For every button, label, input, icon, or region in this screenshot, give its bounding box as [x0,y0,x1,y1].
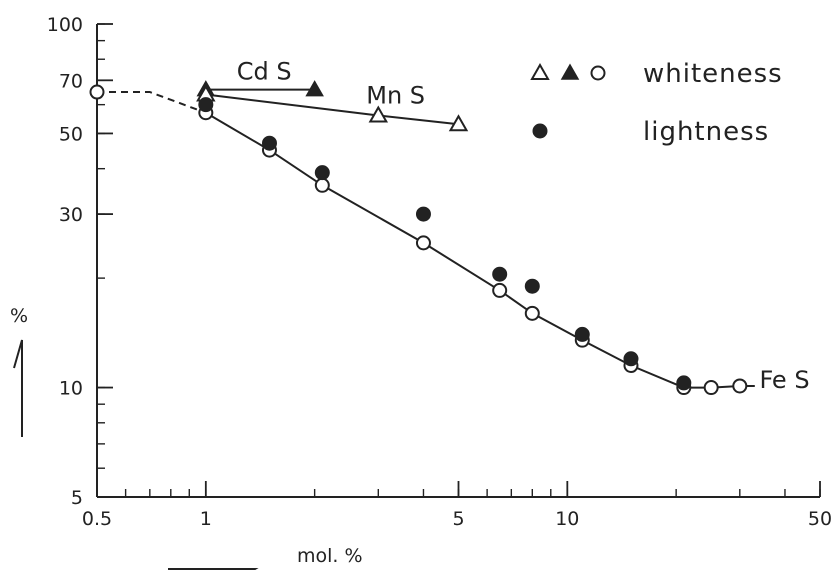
y-axis-arrow-icon [13,339,23,437]
fes-lightness-point [492,266,508,282]
legend-label-whiteness: whiteness [643,59,783,89]
tick-labels: 0.5 1 5 10 50 5 10 30 50 70 100 [47,14,832,530]
fes-whiteness-point [314,177,330,193]
fes-lightness-point [314,165,330,181]
x-axis-label: mol. % [297,545,363,567]
y-tick-label: 100 [47,14,83,36]
x-tick-label: 0.5 [82,508,112,530]
fes-lightness-point [198,97,214,113]
x-tick-label: 5 [452,508,464,530]
y-tick-label: 10 [59,378,83,400]
legend-marker-open-triangle [530,62,550,80]
series-line-fes-dashed [97,91,207,114]
fes-whiteness-point [415,235,431,251]
y-tick-label: 5 [71,487,83,509]
series-label-fes: Fe S [759,366,809,394]
x-tick-label: 50 [808,508,832,530]
series-label-mns: Mn S [366,82,425,110]
markers [89,80,748,396]
fes-whiteness-point [89,84,105,100]
fes-lightness-point [261,135,277,151]
fes-whiteness-point [492,282,508,298]
x-axis-arrow-icon [168,568,259,570]
series-labels: Cd S Mn S Fe S [237,58,810,394]
series-line-fes [205,111,755,389]
legend-marker-filled-triangle [560,63,580,80]
mns-whiteness-point [368,105,389,123]
axes [96,23,821,498]
x-tick-label: 1 [200,508,212,530]
fes-whiteness-point [703,380,719,396]
legend-marker-open-circle [590,65,606,81]
y-tick-label: 50 [59,123,83,145]
fes-lightness-point [415,206,431,222]
legend-marker-filled-circle [532,123,548,139]
legend-label-lightness: lightness [643,117,769,147]
fes-whiteness-point [732,378,748,394]
fes-lightness-point [574,326,590,342]
y-tick-label: 70 [59,70,83,92]
series-label-cds: Cd S [237,58,292,86]
mns-whiteness-point [448,114,469,132]
fes-lightness-point [524,278,540,294]
x-tick-label: 10 [555,508,579,530]
cds-whiteness-point [305,80,324,97]
y-axis-label: % [10,305,28,327]
legend: whiteness lightness [530,59,783,147]
y-tick-label: 30 [59,204,83,226]
fes-whiteness-point [524,305,540,321]
fes-lightness-point [623,351,639,367]
fes-lightness-point [676,375,692,391]
